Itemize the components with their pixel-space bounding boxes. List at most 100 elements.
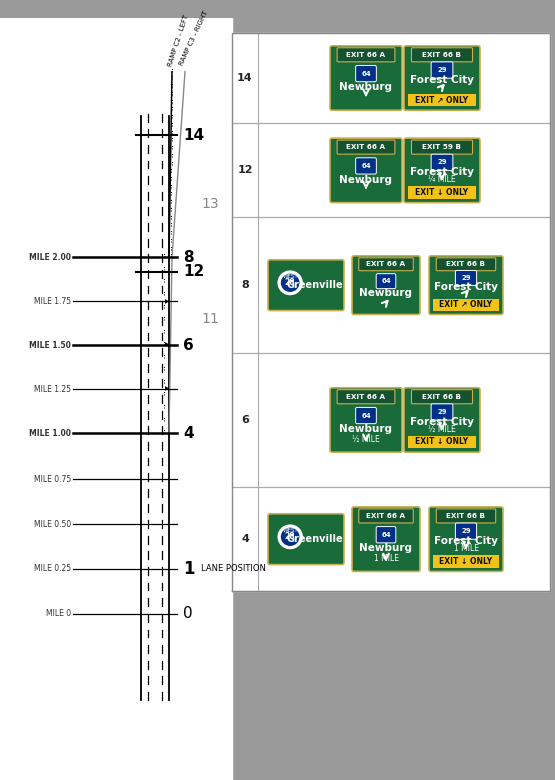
Bar	[0, 18, 232, 780]
Text: 64: 64	[381, 278, 391, 284]
FancyBboxPatch shape	[337, 390, 395, 404]
FancyBboxPatch shape	[436, 509, 496, 523]
Text: MILE 2.00: MILE 2.00	[29, 253, 71, 262]
FancyBboxPatch shape	[356, 158, 376, 174]
Text: Forest City: Forest City	[434, 282, 498, 292]
Text: ½ MILE: ½ MILE	[428, 424, 456, 434]
Text: EXIT 66 A: EXIT 66 A	[346, 51, 386, 58]
Text: MILE 1.75: MILE 1.75	[34, 296, 71, 306]
Text: MILE 1.25: MILE 1.25	[34, 385, 71, 394]
FancyBboxPatch shape	[404, 388, 480, 452]
Text: 6: 6	[183, 338, 194, 353]
Text: EXIT 66 A: EXIT 66 A	[346, 144, 386, 150]
Text: 12: 12	[183, 264, 204, 279]
Text: RAMP C2 - LEFT: RAMP C2 - LEFT	[167, 13, 189, 67]
FancyBboxPatch shape	[431, 404, 453, 420]
FancyBboxPatch shape	[411, 140, 472, 154]
Text: EXIT 66 A: EXIT 66 A	[366, 261, 406, 268]
FancyBboxPatch shape	[330, 46, 402, 110]
Text: Newburg: Newburg	[340, 82, 392, 92]
Bar	[433, 299, 499, 310]
FancyBboxPatch shape	[436, 258, 496, 271]
Text: Greenville: Greenville	[286, 280, 343, 290]
Text: 6: 6	[241, 415, 249, 425]
Bar	[408, 186, 476, 199]
Text: EXIT 66 B: EXIT 66 B	[447, 261, 486, 268]
Text: ½ MILE: ½ MILE	[352, 434, 380, 444]
Text: ¼ MILE: ¼ MILE	[428, 175, 456, 184]
FancyBboxPatch shape	[404, 138, 480, 203]
Text: MILE 0.75: MILE 0.75	[34, 474, 71, 484]
Text: 29: 29	[437, 67, 447, 73]
FancyBboxPatch shape	[376, 274, 396, 289]
FancyBboxPatch shape	[337, 140, 395, 154]
Text: EXIT ↓ ONLY: EXIT ↓ ONLY	[440, 557, 493, 566]
Text: Greenville: Greenville	[286, 534, 343, 544]
Bar	[408, 94, 476, 106]
Text: EXIT 66 B: EXIT 66 B	[422, 394, 462, 399]
Text: 29: 29	[461, 528, 471, 534]
Text: 13: 13	[201, 197, 219, 211]
Text: 12: 12	[237, 165, 253, 176]
FancyBboxPatch shape	[411, 48, 472, 62]
Circle shape	[278, 271, 302, 295]
Bar	[408, 435, 476, 448]
FancyBboxPatch shape	[337, 48, 395, 62]
Text: 4: 4	[241, 534, 249, 544]
FancyBboxPatch shape	[268, 260, 344, 310]
Text: 29: 29	[437, 159, 447, 165]
FancyBboxPatch shape	[352, 256, 420, 314]
FancyBboxPatch shape	[376, 526, 396, 543]
FancyBboxPatch shape	[359, 509, 413, 523]
Text: MILE 1.00: MILE 1.00	[29, 429, 71, 438]
Text: 64: 64	[381, 532, 391, 537]
Text: LANE POSITION: LANE POSITION	[201, 565, 266, 573]
FancyBboxPatch shape	[429, 256, 503, 314]
Text: EXIT 59 B: EXIT 59 B	[422, 144, 462, 150]
FancyBboxPatch shape	[431, 154, 453, 171]
Text: Newburg: Newburg	[340, 424, 392, 434]
Text: Forest City: Forest City	[434, 536, 498, 546]
FancyBboxPatch shape	[352, 507, 420, 572]
Text: 11: 11	[201, 312, 219, 326]
FancyBboxPatch shape	[356, 407, 376, 424]
Text: EXIT 66 B: EXIT 66 B	[422, 51, 462, 58]
FancyBboxPatch shape	[429, 507, 503, 572]
Text: Newburg: Newburg	[340, 175, 392, 185]
FancyBboxPatch shape	[411, 390, 472, 404]
Text: 8: 8	[183, 250, 194, 265]
Text: EXIT 66 B: EXIT 66 B	[447, 513, 486, 519]
Text: Newburg: Newburg	[360, 289, 412, 299]
Circle shape	[281, 528, 299, 545]
Text: EXIT ↗ ONLY: EXIT ↗ ONLY	[416, 95, 468, 105]
Text: 1 MILE: 1 MILE	[374, 554, 398, 563]
Text: EXIT ↓ ONLY: EXIT ↓ ONLY	[416, 188, 468, 197]
Text: EXIT 66 A: EXIT 66 A	[346, 394, 386, 399]
FancyBboxPatch shape	[456, 271, 477, 285]
Text: RAMP C3 - RIGHT: RAMP C3 - RIGHT	[178, 10, 209, 67]
Text: 1: 1	[183, 560, 194, 578]
Text: 29: 29	[461, 275, 471, 281]
Text: MILE 0: MILE 0	[46, 609, 71, 619]
Text: 1 MILE: 1 MILE	[453, 544, 478, 553]
Text: MILE 1.50: MILE 1.50	[29, 341, 71, 349]
Circle shape	[278, 525, 302, 548]
Text: 64: 64	[361, 413, 371, 419]
Text: 64: 64	[361, 71, 371, 76]
Text: ▶: ▶	[165, 387, 169, 392]
Text: EXIT 66 A: EXIT 66 A	[366, 513, 406, 519]
Text: WEST: WEST	[282, 274, 298, 279]
Text: EXIT ↓ ONLY: EXIT ↓ ONLY	[416, 438, 468, 446]
Text: ▶: ▶	[165, 299, 169, 303]
FancyBboxPatch shape	[330, 388, 402, 452]
FancyBboxPatch shape	[356, 66, 376, 82]
Text: 28: 28	[285, 532, 295, 541]
Text: 14: 14	[183, 128, 204, 143]
Bar	[433, 555, 499, 568]
Bar	[232, 33, 550, 591]
Text: MILE 0.25: MILE 0.25	[34, 565, 71, 573]
Text: Newburg: Newburg	[360, 544, 412, 553]
FancyBboxPatch shape	[268, 514, 344, 565]
Text: EXIT ↗ ONLY: EXIT ↗ ONLY	[440, 300, 493, 310]
Text: 64: 64	[361, 163, 371, 169]
